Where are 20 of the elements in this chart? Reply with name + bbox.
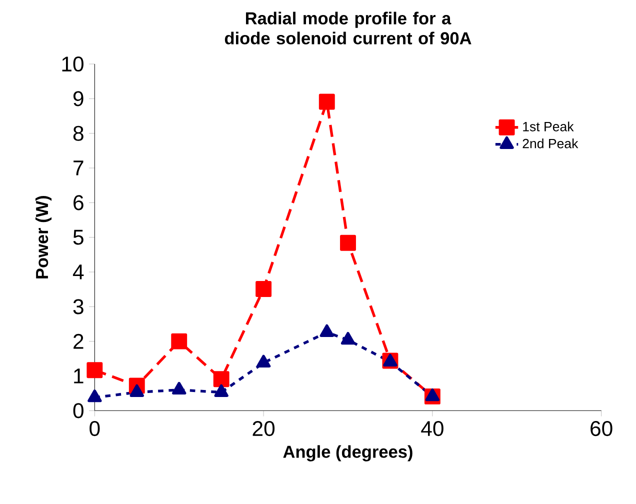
y-tick-label: 0 <box>73 403 84 418</box>
y-tick-label: 7 <box>74 160 84 176</box>
x-axis-title: Angle (degrees) <box>283 445 412 462</box>
chart-title: Radial mode profile for a diode solenoid current of 90A <box>224 12 472 44</box>
x-tick-label: 60 <box>590 421 612 436</box>
y-tick-label: 5 <box>73 230 84 245</box>
y-tick-label: 3 <box>73 299 84 314</box>
legend-label: 1st Peak <box>523 122 574 132</box>
x-tick-label: 40 <box>421 421 444 436</box>
y-tick-label: 2 <box>74 334 84 349</box>
y-tick-label: 9 <box>73 91 84 106</box>
y-tick-label: 8 <box>73 126 84 141</box>
y-tick-label: 6 <box>74 195 84 210</box>
x-tick-label: 20 <box>252 421 275 436</box>
y-axis-title: Power (W) <box>35 196 52 278</box>
legend-label: 2nd Peak <box>522 138 578 148</box>
y-tick-label: 1 <box>74 368 84 384</box>
x-tick-label: 0 <box>90 421 100 436</box>
y-tick-label: 4 <box>72 264 84 280</box>
y-tick-label: 10 <box>62 56 84 72</box>
